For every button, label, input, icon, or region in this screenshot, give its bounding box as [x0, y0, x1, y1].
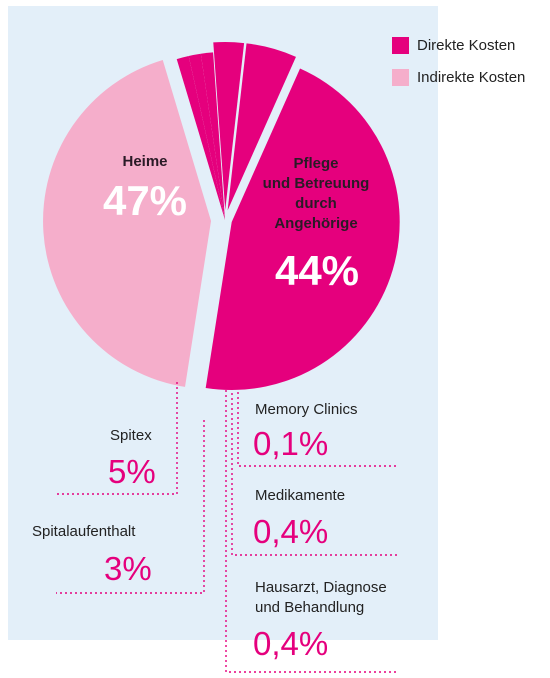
label-pflege-name-line4: Angehörige	[274, 215, 358, 232]
label-hausarzt-value: 0,4%	[253, 625, 329, 662]
label-pflege-name-line3: durch	[295, 195, 337, 212]
legend-swatch-direct	[392, 36, 409, 54]
label-memory-clinics-value: 0,1%	[253, 425, 329, 462]
pie-slice-spitalaufenthalt	[213, 42, 245, 210]
pie-slice-medikamente	[188, 53, 225, 220]
pie-slice-memory-clinics	[176, 55, 225, 221]
label-heime-name: Heime	[122, 153, 168, 170]
label-hausarzt-name-line1: Hausarzt, Diagnose	[255, 579, 387, 596]
label-medikamente-value: 0,4%	[253, 513, 329, 550]
label-spitex-name: Spitex	[110, 427, 152, 444]
label-spitalaufenthalt-value: 3%	[104, 550, 152, 587]
legend-swatch-indirect	[392, 68, 409, 86]
label-pflege-name: Pflege und Betreuung durch Angehörige	[246, 154, 386, 234]
label-heime-value: 47%	[102, 177, 188, 224]
label-pflege-value: 44%	[274, 247, 360, 294]
leader-line-medikamente	[231, 318, 398, 556]
legend-item-direct: Direkte Kosten	[392, 36, 525, 54]
label-memory-clinics-name: Memory Clinics	[255, 401, 358, 418]
pie-slice-pflege-und-betreuung-durch-angehoerige	[43, 60, 212, 387]
pie-slice-spitex	[227, 43, 296, 211]
leader-line-hausarzt	[225, 290, 398, 673]
legend-label-indirect: Indirekte Kosten	[417, 68, 526, 86]
legend-item-indirect: Indirekte Kosten	[392, 68, 525, 86]
leader-line-spitex	[56, 382, 178, 495]
label-hausarzt-name-line2: und Behandlung	[255, 599, 365, 616]
pie-slices	[43, 42, 400, 390]
pie-slice-hausarzt-diagnose-und-behandlung	[200, 52, 225, 220]
pie-slice-heime	[205, 68, 400, 390]
label-spitex-value: 5%	[108, 453, 156, 490]
leader-line-spitalaufenthalt	[56, 420, 205, 594]
leader-lines	[56, 290, 398, 673]
legend: Direkte Kosten Indirekte Kosten	[392, 36, 525, 100]
leader-line-memory-clinics	[237, 352, 398, 467]
label-spitalaufenthalt-name: Spitalaufenthalt	[32, 523, 136, 540]
label-hausarzt-name: Hausarzt, Diagnose und Behandlung	[255, 578, 387, 618]
label-pflege-name-line2: und Betreuung	[262, 175, 370, 192]
legend-label-direct: Direkte Kosten	[417, 36, 516, 54]
label-medikamente-name: Medikamente	[255, 487, 346, 504]
label-pflege-name-line1: Pflege	[293, 155, 339, 172]
